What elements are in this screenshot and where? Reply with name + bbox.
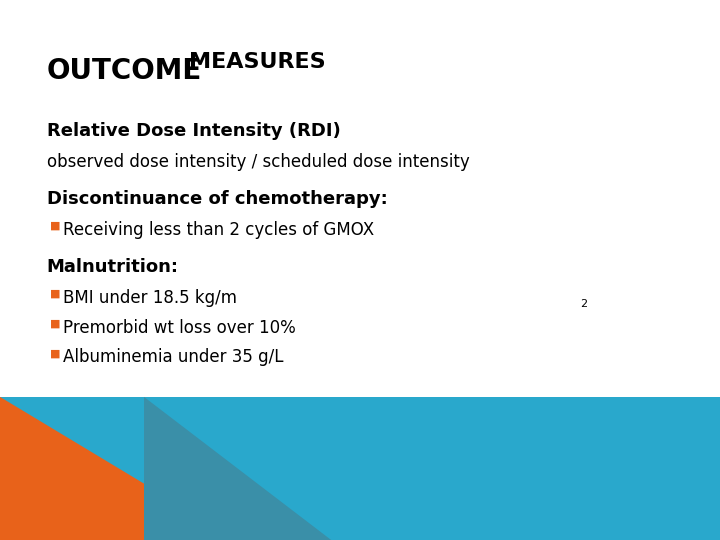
Text: Premorbid wt loss over 10%: Premorbid wt loss over 10%	[63, 319, 295, 336]
Text: 2: 2	[580, 299, 588, 309]
Polygon shape	[0, 397, 238, 540]
Text: ■: ■	[50, 221, 60, 231]
Text: Discontinuance of chemotherapy:: Discontinuance of chemotherapy:	[47, 190, 387, 207]
Text: MEASURES: MEASURES	[189, 52, 325, 72]
Text: Relative Dose Intensity (RDI): Relative Dose Intensity (RDI)	[47, 122, 341, 139]
Polygon shape	[0, 397, 720, 540]
Text: Albuminemia under 35 g/L: Albuminemia under 35 g/L	[63, 348, 283, 366]
Text: ■: ■	[50, 319, 60, 329]
Text: ■: ■	[50, 289, 60, 299]
Polygon shape	[144, 397, 331, 540]
Text: Malnutrition:: Malnutrition:	[47, 258, 179, 275]
Text: BMI under 18.5 kg/m: BMI under 18.5 kg/m	[63, 289, 237, 307]
Text: ■: ■	[50, 348, 60, 359]
Text: observed dose intensity / scheduled dose intensity: observed dose intensity / scheduled dose…	[47, 153, 469, 171]
Text: OUTCOME: OUTCOME	[47, 57, 202, 85]
Text: Receiving less than 2 cycles of GMOX: Receiving less than 2 cycles of GMOX	[63, 221, 374, 239]
